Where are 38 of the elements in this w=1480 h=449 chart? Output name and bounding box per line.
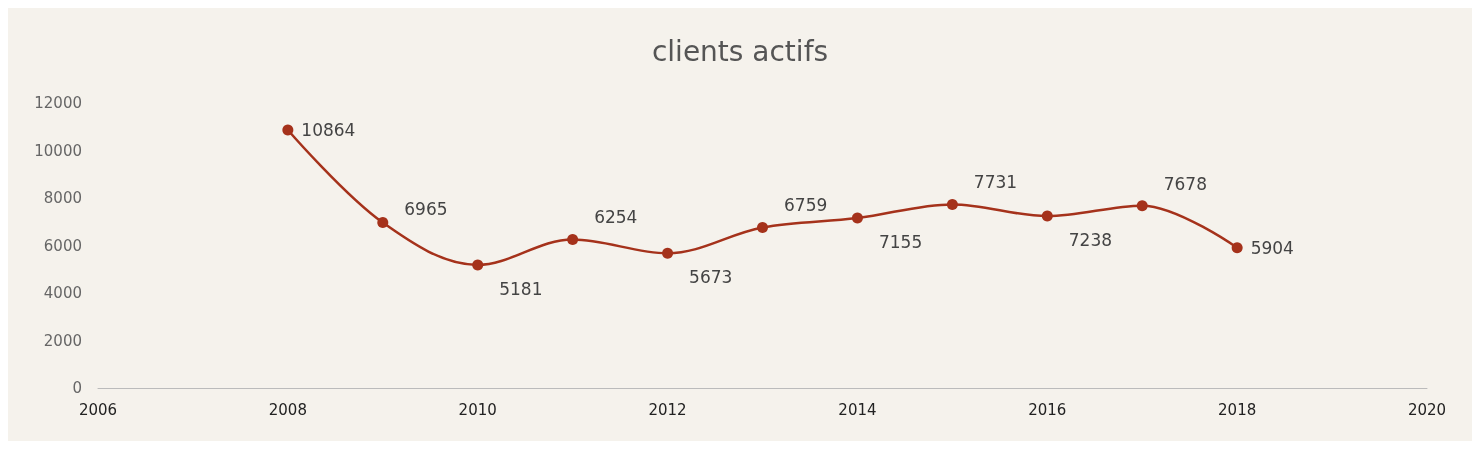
point [1136,200,1148,212]
chart-title: clients actifs [651,34,829,68]
point [1231,242,1243,254]
point [282,124,294,136]
data-label: 7678 [1163,173,1207,194]
y-tick-label: 0 [72,379,82,397]
x-tick-label: 2008 [268,400,307,419]
data-label: 5904 [1250,237,1294,258]
data-label: 5181 [499,278,543,299]
data-label: 6759 [784,195,828,216]
point [472,259,484,271]
data-label: 6254 [594,207,638,228]
point [946,198,958,210]
x-tick-label: 2018 [1218,400,1257,419]
y-tick-label: 8000 [43,189,82,207]
point [851,212,863,224]
y-tick-label: 12000 [34,94,82,112]
data-label: 5673 [689,267,733,288]
point [757,221,768,233]
x-tick-label: 2016 [1028,400,1067,419]
y-tick-label: 6000 [43,236,82,255]
x-tick-label: 2020 [1407,400,1447,419]
point [662,247,674,259]
data-label: 7238 [1068,230,1113,251]
y-tick-label: 10000 [34,141,82,160]
x-tick-label: 2014 [838,400,877,419]
x-tick-label: 2012 [648,400,687,419]
data-label: 7731 [973,172,1018,193]
data-label: 6965 [404,198,448,219]
x-tick-label: 2006 [78,400,118,419]
y-tick-label: 2000 [43,331,82,350]
point [1041,210,1053,222]
data-label: 7155 [878,232,923,253]
point [377,217,389,229]
point [567,233,579,245]
y-tick-label: 4000 [43,284,82,302]
x-tick-label: 2010 [458,400,497,419]
data-label: 10864 [301,119,356,140]
